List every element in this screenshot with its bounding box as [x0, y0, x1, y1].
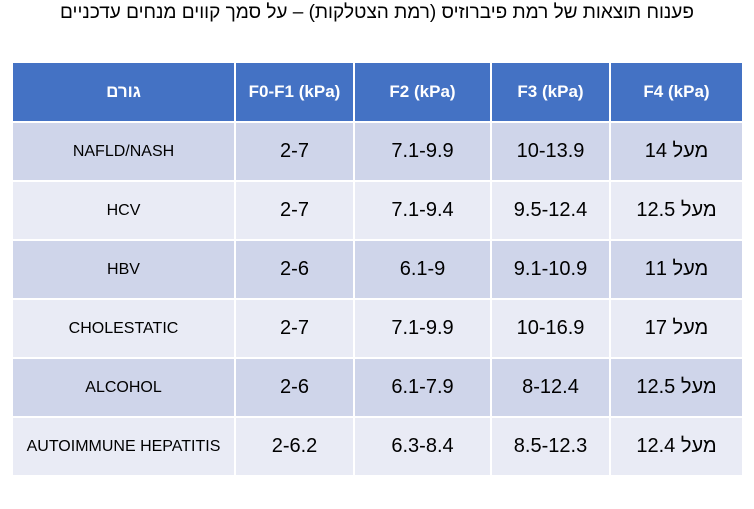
cell-f2: 7.1-9.9 [353, 121, 492, 182]
cell-f2: 6.1-7.9 [353, 357, 492, 418]
fibrosis-results-table: גורם F0-F1 (kPa) F2 (kPa) F3 (kPa) F4 (k… [11, 61, 744, 477]
cell-f4: מעל 17 [609, 298, 744, 359]
header-f0-f1: F0-F1 (kPa) [234, 61, 355, 123]
header-f3: F3 (kPa) [490, 61, 611, 123]
cell-f3: 8.5-12.3 [490, 416, 611, 477]
header-factor: גורם [11, 61, 236, 123]
cell-f0-f1: 2-6 [234, 239, 355, 300]
cell-factor: ALCOHOL [11, 357, 236, 418]
cell-factor: AUTOIMMUNE HEPATITIS [11, 416, 236, 477]
cell-f4: מעל 14 [609, 121, 744, 182]
cell-f0-f1: 2-7 [234, 298, 355, 359]
table-row: NAFLD/NASH 2-7 7.1-9.9 10-13.9 מעל 14 [11, 121, 744, 182]
cell-factor: HCV [11, 180, 236, 241]
cell-f3: 9.5-12.4 [490, 180, 611, 241]
cell-f3: 8-12.4 [490, 357, 611, 418]
page-title: פענוח תוצאות של רמת פיברוזיס (רמת הצטלקו… [60, 2, 694, 23]
header-f2: F2 (kPa) [353, 61, 492, 123]
cell-f0-f1: 2-6 [234, 357, 355, 418]
table-row: ALCOHOL 2-6 6.1-7.9 8-12.4 מעל 12.5 [11, 357, 744, 418]
cell-f2: 6.3-8.4 [353, 416, 492, 477]
cell-f4: מעל 12.4 [609, 416, 744, 477]
cell-factor: NAFLD/NASH [11, 121, 236, 182]
cell-f3: 9.1-10.9 [490, 239, 611, 300]
cell-f0-f1: 2-7 [234, 180, 355, 241]
cell-f2: 7.1-9.4 [353, 180, 492, 241]
cell-f2: 7.1-9.9 [353, 298, 492, 359]
table-row: AUTOIMMUNE HEPATITIS 2-6.2 6.3-8.4 8.5-1… [11, 416, 744, 477]
cell-factor: CHOLESTATIC [11, 298, 236, 359]
cell-f0-f1: 2-6.2 [234, 416, 355, 477]
cell-f0-f1: 2-7 [234, 121, 355, 182]
cell-f4: מעל 12.5 [609, 357, 744, 418]
header-f4: F4 (kPa) [609, 61, 744, 123]
cell-f2: 6.1-9 [353, 239, 492, 300]
cell-f4: מעל 12.5 [609, 180, 744, 241]
table-row: HBV 2-6 6.1-9 9.1-10.9 מעל 11 [11, 239, 744, 300]
cell-f3: 10-13.9 [490, 121, 611, 182]
table-row: HCV 2-7 7.1-9.4 9.5-12.4 מעל 12.5 [11, 180, 744, 241]
cell-f3: 10-16.9 [490, 298, 611, 359]
table-row: CHOLESTATIC 2-7 7.1-9.9 10-16.9 מעל 17 [11, 298, 744, 359]
table-header-row: גורם F0-F1 (kPa) F2 (kPa) F3 (kPa) F4 (k… [11, 61, 744, 123]
cell-factor: HBV [11, 239, 236, 300]
cell-f4: מעל 11 [609, 239, 744, 300]
